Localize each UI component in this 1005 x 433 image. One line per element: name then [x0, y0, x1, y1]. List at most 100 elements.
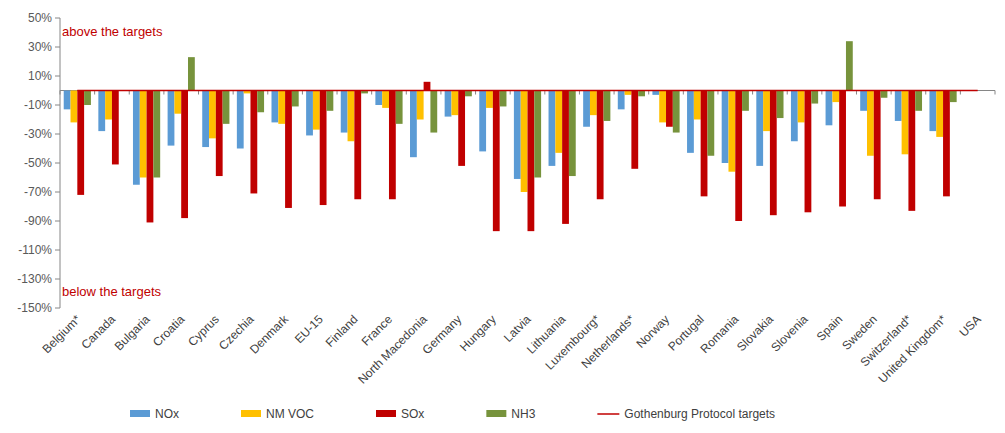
bar [465, 91, 472, 97]
bar [756, 91, 763, 166]
bar [902, 91, 909, 155]
bar [320, 91, 327, 206]
y-tick-label: -70% [24, 185, 52, 199]
bar [534, 91, 541, 178]
bar [631, 91, 638, 169]
bar [618, 91, 625, 110]
bar [549, 91, 556, 166]
bar [174, 91, 181, 114]
bar [826, 91, 833, 126]
bar [140, 91, 147, 178]
y-tick-label: 30% [28, 40, 52, 54]
x-tick-label: Netherlands* [579, 312, 638, 371]
annotation: below the targets [62, 284, 162, 299]
bar [604, 91, 611, 121]
y-tick [55, 76, 60, 77]
y-tick-label: -10% [24, 98, 52, 112]
y-tick-label: -90% [24, 214, 52, 228]
legend: NOxNM VOCSOxNH3Gothenburg Protocol targe… [130, 407, 775, 421]
legend-label: NM VOC [266, 407, 314, 421]
bar [389, 91, 396, 200]
bar [805, 91, 812, 213]
bar [707, 91, 714, 156]
bar [237, 91, 244, 149]
x-tick-label: Hungary [457, 312, 499, 354]
bar [382, 91, 389, 108]
bar [742, 91, 749, 111]
bar [64, 91, 71, 110]
x-tick-label: Latvia [501, 312, 534, 345]
bar [278, 91, 285, 124]
bar [659, 91, 666, 123]
bar [777, 91, 784, 119]
annotation: above the targets [62, 24, 163, 39]
y-tick [55, 308, 60, 309]
y-tick [55, 279, 60, 280]
bar [410, 91, 417, 158]
x-tick-label: EU-15 [292, 312, 326, 346]
y-tick [55, 221, 60, 222]
legend-swatch [376, 410, 396, 417]
x-tick-label: Denmark [247, 312, 292, 357]
bar [250, 91, 257, 194]
bar [479, 91, 486, 152]
bar [950, 91, 957, 103]
bar [292, 91, 299, 107]
bar [728, 91, 735, 172]
y-tick-label: -150% [17, 301, 52, 315]
bar [257, 91, 264, 113]
bar [881, 91, 888, 98]
y-tick-label: -30% [24, 127, 52, 141]
bar [846, 41, 853, 90]
bar [202, 91, 209, 148]
bar [216, 91, 223, 177]
bar [77, 91, 84, 195]
legend-label: SOx [401, 407, 424, 421]
legend-label: NOx [155, 407, 179, 421]
bar [583, 91, 590, 127]
bar [528, 91, 535, 232]
bar [98, 91, 105, 132]
bar [223, 91, 230, 124]
bar [430, 91, 437, 133]
bar [147, 91, 154, 223]
bar [673, 91, 680, 133]
y-tick-label: -130% [17, 272, 52, 286]
bar [735, 91, 742, 222]
bar [943, 91, 950, 197]
x-tick-label: USA [956, 312, 983, 339]
bar [133, 91, 140, 185]
bar [417, 91, 424, 120]
x-tick-label: Finland [323, 312, 361, 350]
y-tick-label: 50% [28, 11, 52, 25]
x-tick-label: Canada [78, 312, 118, 352]
x-tick-label: Romania [698, 312, 742, 356]
bar [666, 91, 673, 127]
bar [285, 91, 292, 208]
bar [327, 91, 334, 111]
y-tick-label: -50% [24, 156, 52, 170]
target-line [77, 90, 977, 92]
bar [915, 91, 922, 111]
x-tick [995, 91, 996, 95]
bar [375, 91, 382, 106]
bar [153, 91, 160, 178]
bar [832, 91, 839, 103]
legend-swatch [597, 413, 619, 415]
bar [424, 82, 431, 91]
bar [929, 91, 936, 132]
bar [188, 57, 195, 90]
bar [112, 91, 119, 165]
bar [770, 91, 777, 216]
bar [486, 91, 493, 108]
bar [562, 91, 569, 224]
bar [396, 91, 403, 124]
bar [791, 91, 798, 142]
bar [168, 91, 175, 146]
bar [936, 91, 943, 137]
y-tick [55, 47, 60, 48]
bar [521, 91, 528, 193]
bar [105, 91, 112, 120]
bar [860, 91, 867, 111]
x-tick [60, 91, 61, 95]
